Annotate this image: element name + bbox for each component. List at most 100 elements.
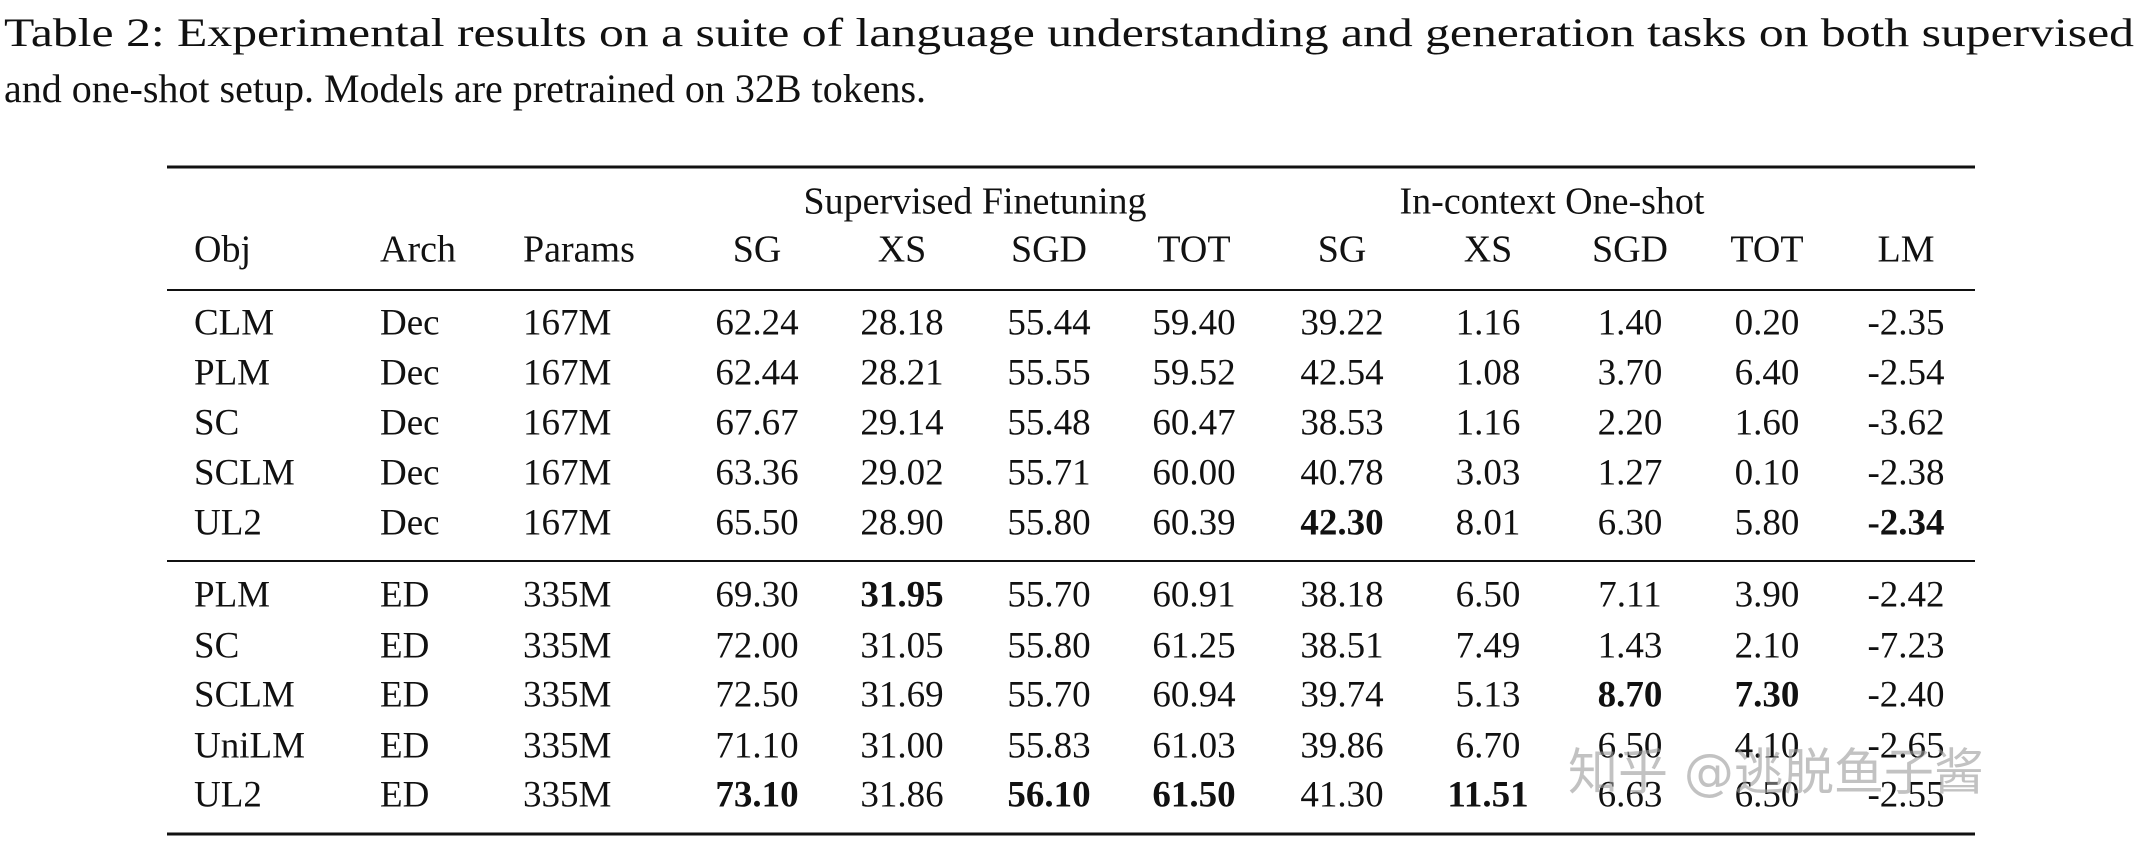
table-cell: 3.90 <box>1735 574 1800 615</box>
table-cell: 55.70 <box>1007 574 1090 615</box>
table-cell: 56.10 <box>1007 774 1090 815</box>
table-cell: 62.24 <box>715 302 798 343</box>
table-cell: SC <box>194 402 239 443</box>
column-header: SG <box>1318 229 1367 271</box>
column-header: XS <box>878 229 927 271</box>
table-cell: CLM <box>194 302 274 343</box>
table-cell: -2.34 <box>1867 502 1944 543</box>
table-cell: 60.91 <box>1152 574 1235 615</box>
table-cell: 55.80 <box>1007 502 1090 543</box>
table-cell: 31.05 <box>860 625 943 666</box>
table-cell: 28.90 <box>860 502 943 543</box>
table-cell: 3.70 <box>1598 352 1663 393</box>
table-cell: ED <box>380 774 429 815</box>
table-cell: -3.62 <box>1867 402 1944 443</box>
table-cell: 31.95 <box>860 574 943 615</box>
column-header: Arch <box>380 229 456 271</box>
group-header: Supervised Finetuning <box>803 181 1146 223</box>
table-cell: 38.51 <box>1300 625 1383 666</box>
table-cell: 1.27 <box>1598 452 1663 493</box>
table-cell: Dec <box>380 502 440 543</box>
table-cell: UL2 <box>194 774 262 815</box>
column-header: XS <box>1464 229 1513 271</box>
table-cell: 42.54 <box>1300 352 1383 393</box>
table-cell: 2.20 <box>1598 402 1663 443</box>
table-cell: 60.47 <box>1152 402 1235 443</box>
table-cell: Dec <box>380 452 440 493</box>
table-cell: Dec <box>380 402 440 443</box>
group-header: In-context One-shot <box>1400 181 1705 223</box>
table-cell: 7.11 <box>1598 574 1661 615</box>
table-cell: 29.02 <box>860 452 943 493</box>
table-cell: 167M <box>523 502 611 543</box>
table-cell: 67.67 <box>715 402 798 443</box>
column-header: LM <box>1878 229 1935 271</box>
table-cell: 61.50 <box>1152 774 1235 815</box>
table-cell: 167M <box>523 302 611 343</box>
table-cell: 61.03 <box>1152 725 1235 766</box>
caption-line: and one-shot setup. Models are pretraine… <box>4 66 926 111</box>
table-cell: 6.50 <box>1598 725 1663 766</box>
table-cell: PLM <box>194 352 270 393</box>
table-cell: 6.63 <box>1598 774 1663 815</box>
column-header: TOT <box>1157 229 1230 271</box>
table-cell: 55.48 <box>1007 402 1090 443</box>
table-cell: 72.50 <box>715 674 798 715</box>
table-cell: SCLM <box>194 674 295 715</box>
table-cell: 1.60 <box>1735 402 1800 443</box>
table-cell: 55.55 <box>1007 352 1090 393</box>
table-cell: 1.16 <box>1456 402 1521 443</box>
table-cell: 60.39 <box>1152 502 1235 543</box>
table-cell: 6.70 <box>1456 725 1521 766</box>
table-cell: 1.40 <box>1598 302 1663 343</box>
table-cell: 28.21 <box>860 352 943 393</box>
table-cell: 2.10 <box>1735 625 1800 666</box>
table-cell: 1.43 <box>1598 625 1663 666</box>
watermark: 知乎 @逃脱鱼子酱 <box>1568 744 1984 802</box>
table-cell: -2.55 <box>1867 774 1944 815</box>
table-cell: 38.18 <box>1300 574 1383 615</box>
table-cell: 335M <box>523 574 611 615</box>
table-cell: 63.36 <box>715 452 798 493</box>
table-cell: 6.40 <box>1735 352 1800 393</box>
table-cell: 55.71 <box>1007 452 1090 493</box>
table-cell: ED <box>380 574 429 615</box>
table-cell: 55.80 <box>1007 625 1090 666</box>
table-cell: 31.69 <box>860 674 943 715</box>
table-cell: 28.18 <box>860 302 943 343</box>
table-cell: 31.86 <box>860 774 943 815</box>
table-cell: -2.54 <box>1867 352 1944 393</box>
table-cell: 69.30 <box>715 574 798 615</box>
table-cell: 42.30 <box>1300 502 1383 543</box>
table-cell: -2.40 <box>1867 674 1944 715</box>
table-cell: 1.08 <box>1456 352 1521 393</box>
table-cell: -2.35 <box>1867 302 1944 343</box>
table-cell: UL2 <box>194 502 262 543</box>
table-cell: -2.65 <box>1867 725 1944 766</box>
table-cell: 6.50 <box>1735 774 1800 815</box>
table-cell: -2.42 <box>1867 574 1944 615</box>
table-cell: 0.10 <box>1735 452 1800 493</box>
table-cell: 6.30 <box>1598 502 1663 543</box>
column-header: TOT <box>1730 229 1803 271</box>
table-cell: 65.50 <box>715 502 798 543</box>
table-cell: 59.52 <box>1152 352 1235 393</box>
table-cell: ED <box>380 625 429 666</box>
table-cell: ED <box>380 725 429 766</box>
table-cell: 6.50 <box>1456 574 1521 615</box>
table-cell: 40.78 <box>1300 452 1383 493</box>
table-cell: 55.83 <box>1007 725 1090 766</box>
table-cell: 335M <box>523 625 611 666</box>
table-cell: 60.94 <box>1152 674 1235 715</box>
table-cell: -2.38 <box>1867 452 1944 493</box>
table-cell: PLM <box>194 574 270 615</box>
column-header: Params <box>523 229 635 271</box>
table-cell: 11.51 <box>1447 774 1528 815</box>
table-cell: Dec <box>380 352 440 393</box>
table-cell: 29.14 <box>860 402 943 443</box>
table-cell: 5.13 <box>1456 674 1521 715</box>
caption-line: Table 2: Experimental results on a suite… <box>4 10 2134 55</box>
table-cell: ED <box>380 674 429 715</box>
table-cell: -7.23 <box>1867 625 1944 666</box>
table-cell: 7.30 <box>1735 674 1800 715</box>
